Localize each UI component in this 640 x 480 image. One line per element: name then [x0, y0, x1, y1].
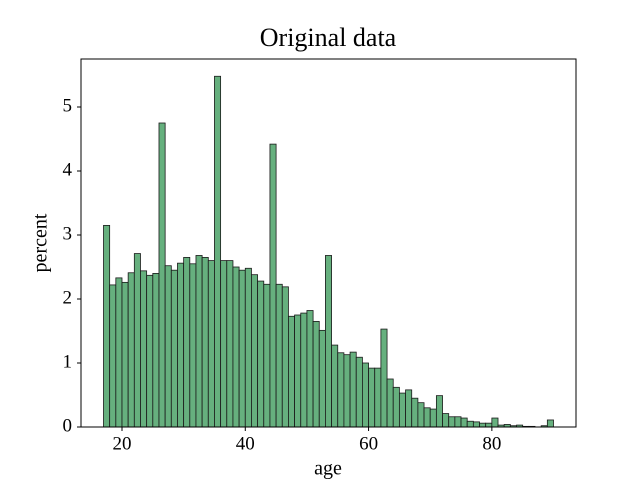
bar: [214, 75, 222, 428]
bar: [207, 260, 215, 428]
bar: [343, 354, 351, 428]
bar: [454, 416, 462, 428]
bar: [164, 265, 172, 428]
plot-frame: [80, 58, 577, 428]
bar: [318, 329, 326, 428]
x-tick-label: 80: [482, 433, 501, 454]
bar: [491, 417, 499, 428]
bar: [294, 314, 302, 428]
bar: [368, 367, 376, 428]
bar: [355, 356, 363, 428]
bar: [140, 270, 148, 428]
bar: [158, 122, 166, 428]
bar: [374, 367, 382, 428]
bar: [189, 263, 197, 428]
bar: [115, 277, 123, 428]
bar: [127, 272, 135, 428]
bar: [479, 422, 487, 428]
y-tick-label: 4: [63, 159, 73, 180]
bar: [201, 256, 209, 428]
bar: [232, 266, 240, 428]
bar: [405, 389, 413, 428]
bar: [306, 310, 314, 428]
bar: [177, 262, 185, 428]
y-tick-label: 1: [63, 351, 73, 372]
bar: [325, 255, 332, 428]
bar: [380, 328, 388, 428]
bar: [288, 315, 295, 428]
bar: [269, 143, 277, 428]
bar: [226, 260, 234, 428]
bar: [133, 253, 141, 428]
bar: [275, 283, 283, 428]
x-axis-label: age: [314, 458, 342, 480]
bar: [466, 420, 474, 428]
bar: [411, 397, 419, 428]
bar: [392, 386, 400, 428]
bar: [257, 280, 265, 428]
bar: [146, 274, 154, 428]
bar: [220, 260, 228, 428]
bar: [331, 344, 339, 428]
y-tick-label: 3: [63, 223, 73, 244]
y-tick-label: 5: [63, 95, 73, 116]
bar: [281, 286, 289, 428]
bar: [195, 255, 203, 428]
bar: [238, 269, 246, 428]
chart-title: Original data: [260, 23, 397, 52]
bar: [417, 402, 425, 428]
bar: [435, 395, 443, 428]
bar: [546, 419, 554, 428]
y-tick-label: 0: [63, 415, 73, 436]
bar: [337, 352, 345, 428]
bar: [244, 267, 252, 428]
bar: [442, 413, 450, 428]
bar: [183, 256, 191, 428]
bar: [170, 269, 178, 428]
bar: [312, 320, 320, 428]
x-tick-label: 20: [112, 433, 131, 454]
y-axis-label: percent: [30, 213, 52, 272]
y-tick-label: 2: [63, 287, 73, 308]
bar: [103, 224, 111, 428]
bar: [429, 408, 437, 428]
bar: [300, 312, 308, 428]
bar: [485, 422, 493, 428]
bar: [109, 284, 117, 428]
bar: [362, 362, 369, 428]
bar: [251, 274, 259, 428]
x-tick-label: 40: [236, 433, 255, 454]
bar: [152, 272, 160, 428]
bar: [386, 378, 394, 428]
bar: [448, 416, 456, 428]
bar: [121, 281, 129, 428]
bar: [423, 407, 431, 428]
bar: [263, 283, 271, 428]
x-tick-label: 60: [359, 433, 378, 454]
bar: [472, 421, 480, 428]
bar: [460, 417, 468, 428]
bar: [349, 351, 357, 428]
bar: [398, 392, 406, 428]
